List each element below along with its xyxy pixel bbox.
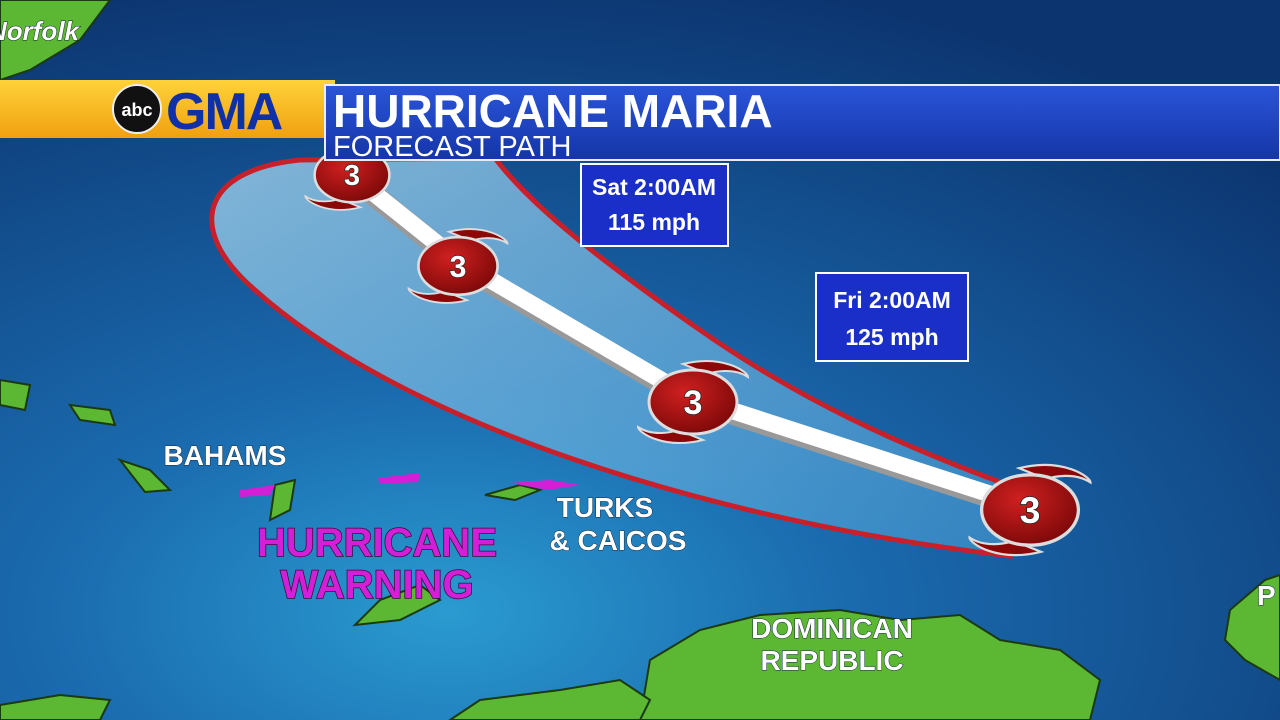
storm-body: [979, 473, 1081, 547]
forecast-time: Sat 2:00AM: [592, 174, 716, 200]
forecast-track: [349, 171, 1033, 516]
box-frame: [580, 163, 729, 247]
forecast-wind: 115 mph: [608, 209, 700, 235]
forecast-time: Fri 2:00AM: [833, 287, 951, 313]
islands-warning: [240, 473, 580, 497]
storm-category: 3: [344, 160, 360, 192]
storm-category: 3: [1020, 489, 1041, 531]
place-label: DOMINICAN: [751, 613, 913, 644]
place-label: & CAICOS: [550, 525, 687, 556]
warning-label: HURRICANE: [257, 521, 497, 565]
storm-icon: 3: [636, 360, 750, 444]
place-label: P: [1257, 580, 1276, 611]
header: abc GMA HURRICANE MARIA FORECAST PATH: [0, 80, 1280, 163]
show-bar: [0, 80, 335, 138]
forecast-box: Fri 2:00AM 125 mph: [815, 272, 969, 362]
place-label: REPUBLIC: [760, 645, 903, 676]
network-logo: abc: [121, 100, 152, 120]
place-label: Norfolk: [0, 16, 81, 46]
warning-label: WARNING: [280, 563, 473, 607]
storm-category: 3: [684, 384, 703, 422]
forecast-wind: 125 mph: [845, 324, 938, 350]
storm-icons: 3 3 3 3: [304, 139, 1092, 557]
abc-logo: [112, 84, 162, 134]
subheadline: FORECAST PATH: [333, 131, 571, 163]
headline: HURRICANE MARIA: [333, 85, 773, 137]
storm-icon: 3: [407, 228, 509, 304]
place-label: BAHAMS: [164, 440, 287, 471]
place-label: TURKS: [557, 492, 653, 523]
storm-body: [417, 235, 499, 297]
storm-body: [647, 368, 739, 436]
box-frame: [815, 272, 969, 362]
storm-icon: 3: [968, 463, 1092, 557]
forecast-box: Sat 2:00AM 115 mph: [580, 163, 729, 247]
show-logo: GMA: [166, 83, 283, 141]
title-bar: [324, 84, 1280, 161]
storm-category: 3: [449, 250, 466, 284]
